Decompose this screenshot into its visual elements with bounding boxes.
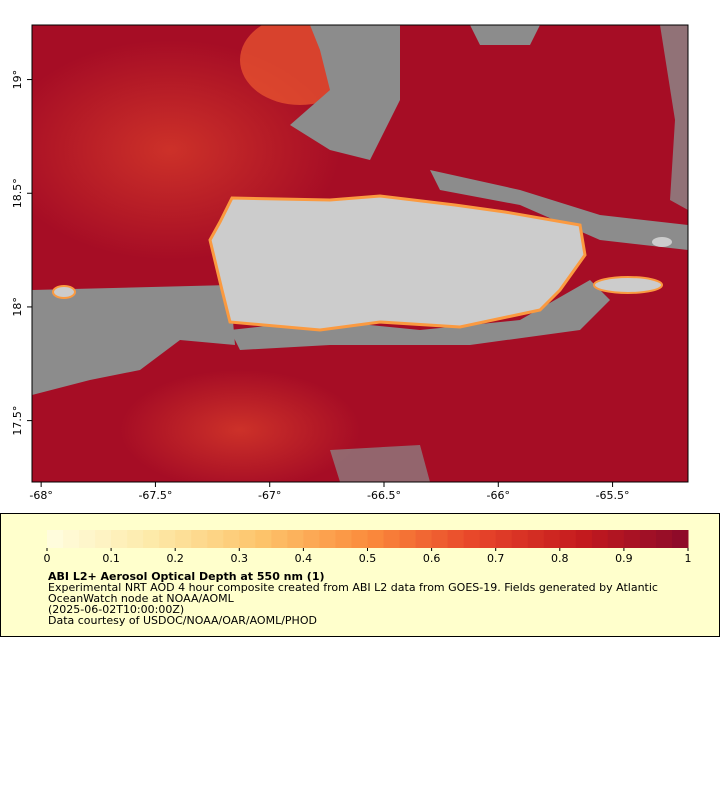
no-data	[470, 25, 540, 45]
no-data	[660, 25, 688, 210]
colorbar-tick-label: 0	[44, 552, 51, 565]
x-tick-label: -67.5°	[138, 489, 172, 502]
colorbar-step	[431, 530, 449, 548]
colorbar-step	[383, 530, 401, 548]
colorbar-step	[527, 530, 545, 548]
colorbar-tick-label: 0.1	[102, 552, 120, 565]
colorbar-step	[319, 530, 336, 548]
y-tick-label: 18.5°	[11, 178, 24, 208]
x-tick-label: -68°	[29, 489, 52, 502]
culebra	[652, 237, 672, 247]
colorbar-step	[559, 530, 577, 548]
description: OceanWatch node at NOAA/AOML	[48, 592, 235, 605]
legend-title: ABI L2+ Aerosol Optical Depth at 550 nm …	[48, 570, 325, 583]
colorbar-tick-label: 0.5	[359, 552, 377, 565]
colorbar-step	[79, 530, 96, 548]
y-tick-label: 18°	[11, 297, 24, 317]
colorbar-step	[543, 530, 561, 548]
colorbar-step	[255, 530, 272, 548]
colorbar-step	[591, 530, 609, 548]
y-tick-label: 19°	[11, 70, 24, 90]
colorbar-tick-label: 0.9	[615, 552, 633, 565]
map-field	[32, 25, 688, 482]
colorbar-tick-label: 0.6	[423, 552, 441, 565]
description: Data courtesy of USDOC/NOAA/OAR/AOML/PHO…	[48, 614, 317, 627]
colorbar-step	[159, 530, 176, 548]
x-tick-label: -66.5°	[367, 489, 401, 502]
no-data	[32, 285, 235, 395]
colorbar-step	[223, 530, 240, 548]
x-tick-label: -65.5°	[596, 489, 630, 502]
colorbar-step	[623, 530, 641, 548]
colorbar-step	[111, 530, 128, 548]
colorbar-step	[351, 530, 368, 548]
no-data	[330, 445, 430, 482]
colorbar-step	[335, 530, 352, 548]
colorbar-step	[127, 530, 144, 548]
colorbar-step	[271, 530, 288, 548]
colorbar-tick-label: 0.2	[166, 552, 184, 565]
no-data	[290, 25, 400, 160]
x-tick-label: -67°	[258, 489, 281, 502]
haze	[120, 370, 360, 482]
no-data	[430, 170, 688, 250]
colorbar-tick-label: 0.8	[551, 552, 569, 565]
description: Experimental NRT AOD 4 hour composite cr…	[48, 581, 658, 594]
colorbar-step	[47, 530, 64, 548]
colorbar-step	[95, 530, 112, 548]
colorbar-step	[303, 530, 320, 548]
colorbar-step	[399, 530, 417, 548]
colorbar-step	[479, 530, 497, 548]
colorbar-step	[143, 530, 160, 548]
colorbar-step	[207, 530, 224, 548]
x-tick-label: -66°	[487, 489, 510, 502]
colorbar-step	[367, 530, 385, 548]
colorbar-step	[575, 530, 593, 548]
no-data	[230, 280, 610, 350]
colorbar-step	[463, 530, 481, 548]
colorbar-step	[415, 530, 433, 548]
description: (2025-06-02T10:00:00Z)	[48, 603, 184, 616]
colorbar-step	[447, 530, 465, 548]
colorbar-tick-label: 1	[685, 552, 692, 565]
mona	[52, 285, 76, 299]
colorbar-step	[639, 530, 657, 548]
colorbar-tick-label: 0.3	[231, 552, 249, 565]
puerto-rico	[208, 194, 587, 332]
colorbar-tick-label: 0.7	[487, 552, 505, 565]
colorbar-step	[63, 530, 80, 548]
colorbar-step	[495, 530, 513, 548]
colorbar-step	[607, 530, 625, 548]
colorbar-step	[287, 530, 304, 548]
vieques	[593, 276, 663, 294]
colorbar-step	[655, 530, 673, 548]
colorbar-step	[191, 530, 208, 548]
colorbar-step	[671, 530, 689, 548]
colorbar-step	[239, 530, 256, 548]
y-tick-label: 17.5°	[11, 406, 24, 436]
colorbar-step	[175, 530, 192, 548]
map-frame	[31, 24, 689, 483]
colorbar-step	[511, 530, 529, 548]
colorbar-tick-label: 0.4	[295, 552, 313, 565]
